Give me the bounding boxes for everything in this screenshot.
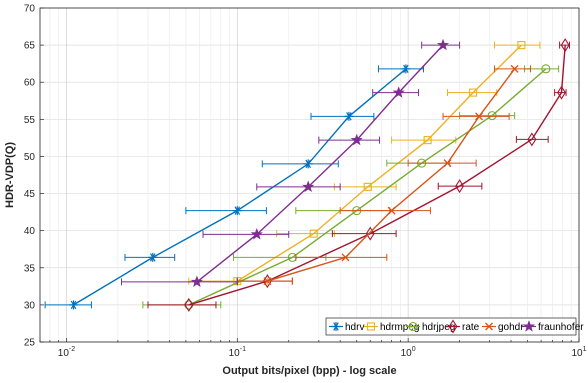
y-tick-label: 70 bbox=[24, 4, 36, 15]
series-line-gohdr bbox=[267, 68, 516, 282]
data-point bbox=[510, 64, 519, 73]
data-point bbox=[560, 38, 570, 53]
data-point bbox=[190, 275, 203, 288]
marker-stroke bbox=[510, 64, 519, 73]
data-point bbox=[69, 300, 79, 310]
series-line-hdrmpeg bbox=[236, 44, 522, 282]
axis-ticks: 25 30 35 40 45 50 55 60 65 70 10-2 10-1 100 101 bbox=[24, 4, 587, 360]
data-point bbox=[423, 136, 432, 145]
data-point bbox=[232, 206, 242, 216]
y-tick-label: 55 bbox=[24, 115, 36, 126]
series-gohdr bbox=[236, 64, 531, 286]
data-point bbox=[184, 297, 194, 312]
legend-marker bbox=[522, 320, 536, 332]
data-point bbox=[387, 206, 396, 215]
marker-stroke bbox=[475, 112, 484, 121]
series-line-fraunhofer bbox=[196, 44, 444, 283]
data-point bbox=[455, 179, 465, 194]
y-tick-label: 65 bbox=[24, 41, 36, 52]
data-point bbox=[401, 64, 411, 74]
y-axis-title: HDR-VDP(Q) bbox=[4, 142, 16, 208]
legend-item-hdrjpeg: hdrjpeg bbox=[406, 321, 455, 333]
series-layer bbox=[44, 38, 571, 312]
data-point bbox=[344, 111, 354, 121]
x-tick-label: 101 bbox=[571, 346, 586, 359]
y-tick-label: 35 bbox=[24, 263, 36, 274]
y-tick-label: 60 bbox=[24, 78, 36, 89]
plot-frame bbox=[39, 7, 580, 343]
data-point bbox=[443, 159, 452, 168]
data-point bbox=[263, 277, 272, 286]
legend-item-rate: rate bbox=[446, 319, 480, 334]
x-tick-label: 100 bbox=[401, 346, 416, 359]
data-point bbox=[365, 226, 375, 241]
data-point bbox=[436, 38, 450, 51]
legend-marker bbox=[331, 322, 341, 331]
legend: hdrv hdrmpeg hdrjpeg rate gohdr fraunhofer bbox=[325, 317, 584, 336]
marker-stroke bbox=[387, 206, 396, 215]
y-tick-label: 30 bbox=[24, 300, 36, 311]
legend-label: rate bbox=[462, 322, 480, 333]
data-point bbox=[541, 64, 551, 74]
y-tick-label: 40 bbox=[24, 226, 36, 237]
legend-item-fraunhofer: fraunhofer bbox=[522, 320, 584, 333]
data-point bbox=[250, 228, 263, 240]
legend-item-hdrv: hdrv bbox=[329, 322, 364, 333]
legend-marker bbox=[366, 322, 376, 331]
legend-label: hdrjpeg bbox=[422, 322, 455, 333]
data-point bbox=[350, 133, 363, 146]
y-tick-label: 25 bbox=[24, 338, 36, 349]
data-point bbox=[469, 88, 478, 97]
data-point bbox=[302, 180, 315, 193]
series-line-rate bbox=[188, 45, 566, 306]
x-tick-label: 10-2 bbox=[58, 346, 75, 359]
legend-label: hdrv bbox=[345, 322, 364, 333]
y-tick-label: 50 bbox=[24, 152, 36, 163]
x-tick-label: 10-1 bbox=[229, 346, 246, 359]
data-point bbox=[309, 229, 318, 238]
marker-stroke bbox=[263, 277, 272, 286]
data-point bbox=[363, 182, 372, 191]
data-point bbox=[487, 111, 497, 121]
marker-stroke bbox=[341, 253, 350, 262]
marker-stroke bbox=[485, 322, 493, 331]
x-axis-title: Output bits/pixel (bpp) - log scale bbox=[222, 365, 396, 377]
data-point bbox=[527, 132, 537, 147]
marker-stroke bbox=[443, 159, 452, 168]
legend-marker bbox=[408, 321, 418, 332]
data-point bbox=[392, 86, 405, 98]
data-point bbox=[341, 253, 350, 262]
data-point bbox=[303, 159, 313, 169]
series-hdrmpeg bbox=[188, 41, 541, 286]
legend-label: fraunhofer bbox=[538, 322, 584, 333]
y-tick-label: 45 bbox=[24, 189, 36, 200]
data-point bbox=[475, 112, 484, 121]
legend-item-hdrmpeg: hdrmpeg bbox=[364, 322, 419, 333]
legend-item-gohdr: gohdr bbox=[482, 322, 524, 333]
data-point bbox=[148, 252, 158, 262]
legend-marker bbox=[485, 322, 493, 331]
series-fraunhofer bbox=[121, 38, 461, 288]
series-line-hdrjpeg bbox=[188, 68, 547, 306]
legend-label: gohdr bbox=[498, 322, 524, 333]
data-point bbox=[557, 85, 566, 100]
data-point bbox=[517, 41, 526, 50]
grid bbox=[39, 7, 580, 343]
legend-marker bbox=[448, 319, 458, 334]
legend-label: hdrmpeg bbox=[380, 322, 419, 333]
